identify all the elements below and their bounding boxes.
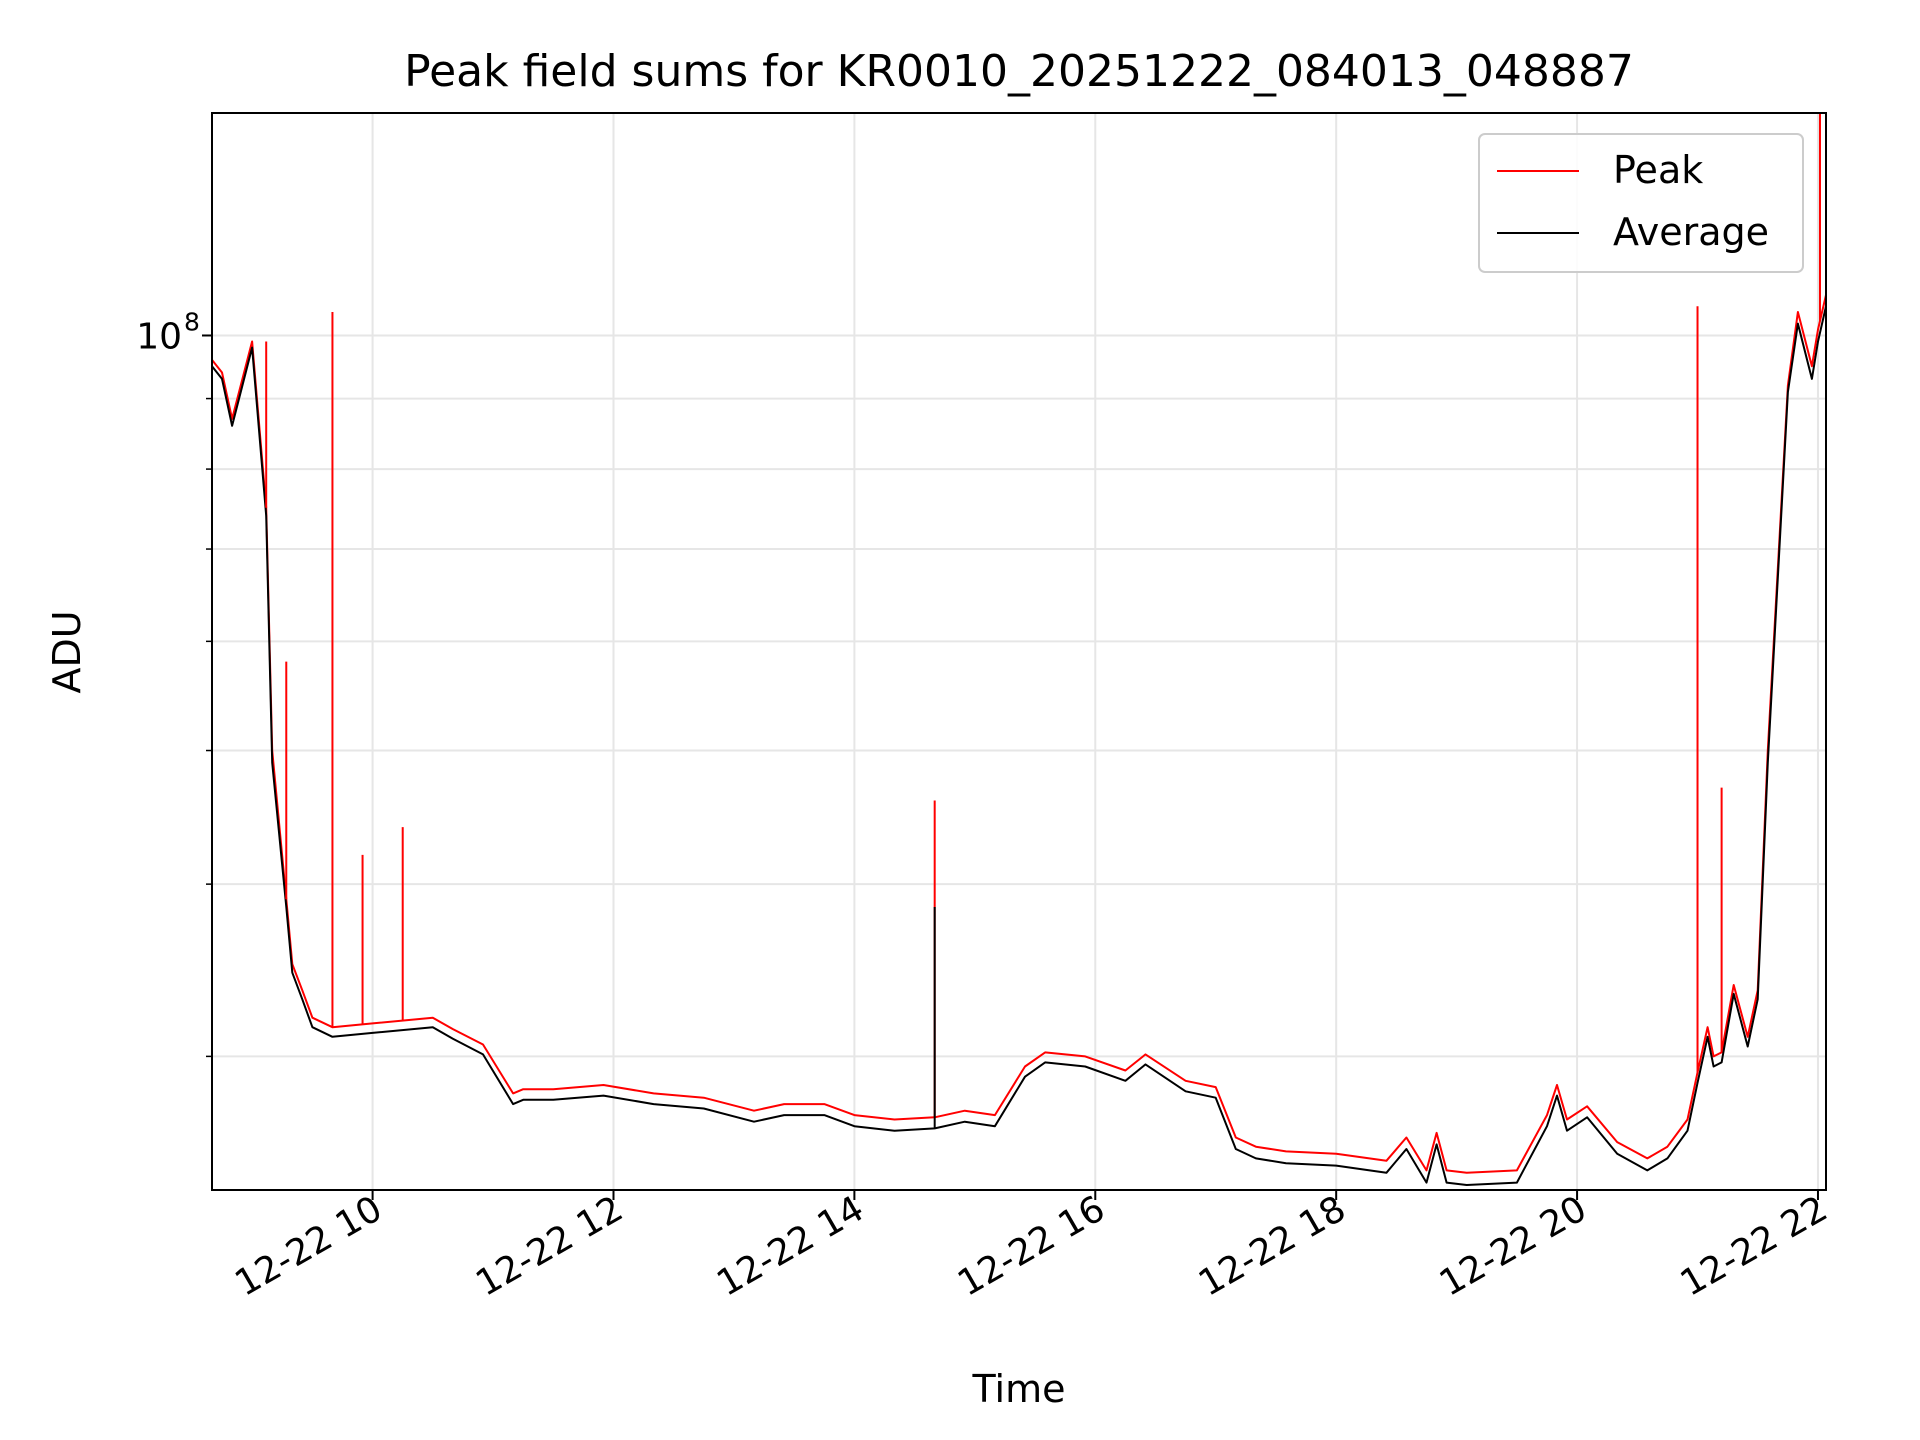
- legend-label-average: Average: [1613, 210, 1769, 254]
- plot-frame: [211, 112, 1827, 1191]
- legend-box: [1478, 133, 1804, 273]
- legend-label-peak: Peak: [1613, 148, 1703, 192]
- series-line-peak: [211, 294, 1827, 1174]
- y-tick-label-exponent: 8: [184, 307, 200, 336]
- chart-title: Peak field sums for KR0010_20251222_0840…: [404, 46, 1634, 97]
- y-tick-label: 10: [136, 316, 182, 357]
- series-line-average: [211, 306, 1827, 1186]
- y-axis-label: ADU: [45, 610, 89, 693]
- y-axis-ticks: 10 8: [136, 307, 212, 1058]
- series-layer: [211, 113, 1827, 1186]
- x-axis-label: Time: [972, 1367, 1066, 1411]
- legend: Peak Average: [1478, 133, 1804, 273]
- grid: [212, 113, 1826, 1190]
